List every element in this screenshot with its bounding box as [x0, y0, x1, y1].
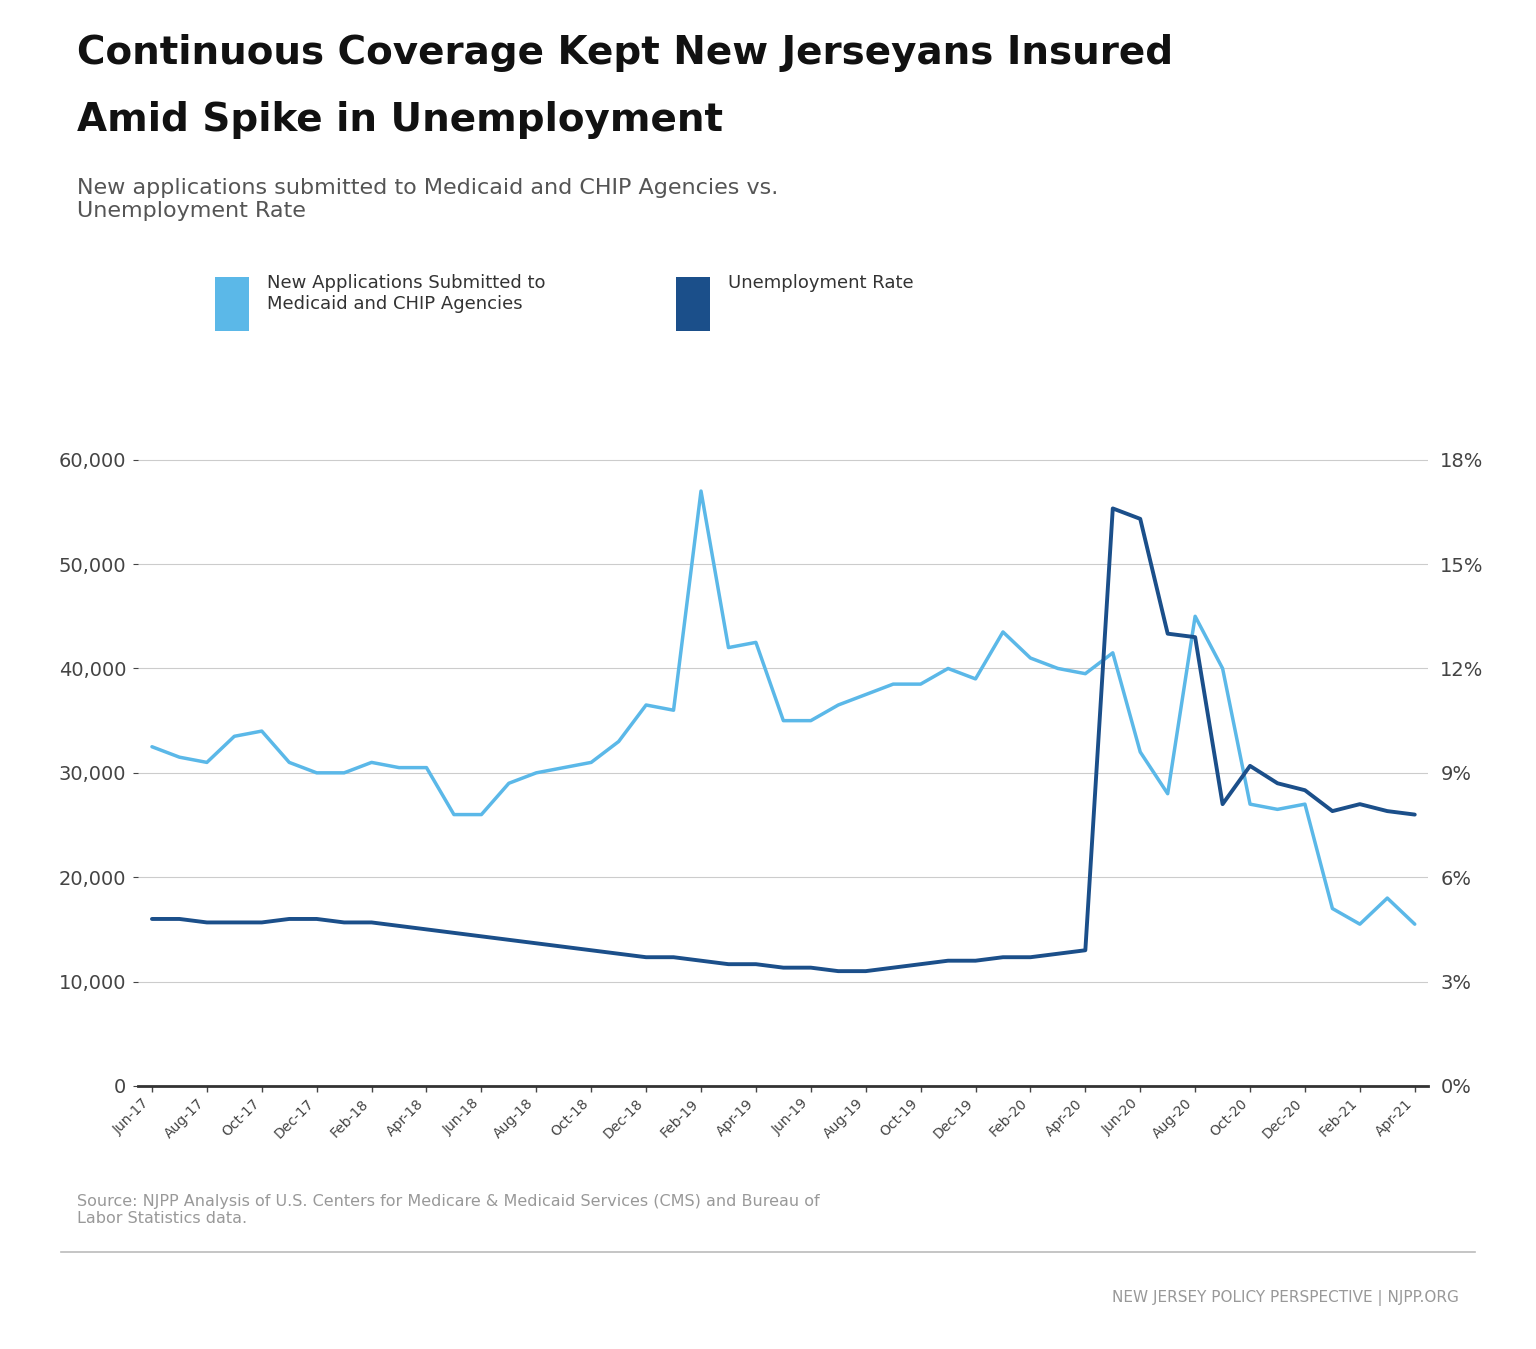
Text: Amid Spike in Unemployment: Amid Spike in Unemployment [77, 101, 723, 139]
Text: New Applications Submitted to
Medicaid and CHIP Agencies: New Applications Submitted to Medicaid a… [267, 274, 545, 313]
Text: Unemployment Rate: Unemployment Rate [728, 274, 914, 291]
Text: NEW JERSEY POLICY PERSPECTIVE | NJPP.ORG: NEW JERSEY POLICY PERSPECTIVE | NJPP.ORG [1112, 1290, 1459, 1306]
Text: New applications submitted to Medicaid and CHIP Agencies vs.
Unemployment Rate: New applications submitted to Medicaid a… [77, 178, 779, 221]
Text: Continuous Coverage Kept New Jerseyans Insured: Continuous Coverage Kept New Jerseyans I… [77, 34, 1174, 71]
Text: Source: NJPP Analysis of U.S. Centers for Medicare & Medicaid Services (CMS) and: Source: NJPP Analysis of U.S. Centers fo… [77, 1194, 819, 1226]
